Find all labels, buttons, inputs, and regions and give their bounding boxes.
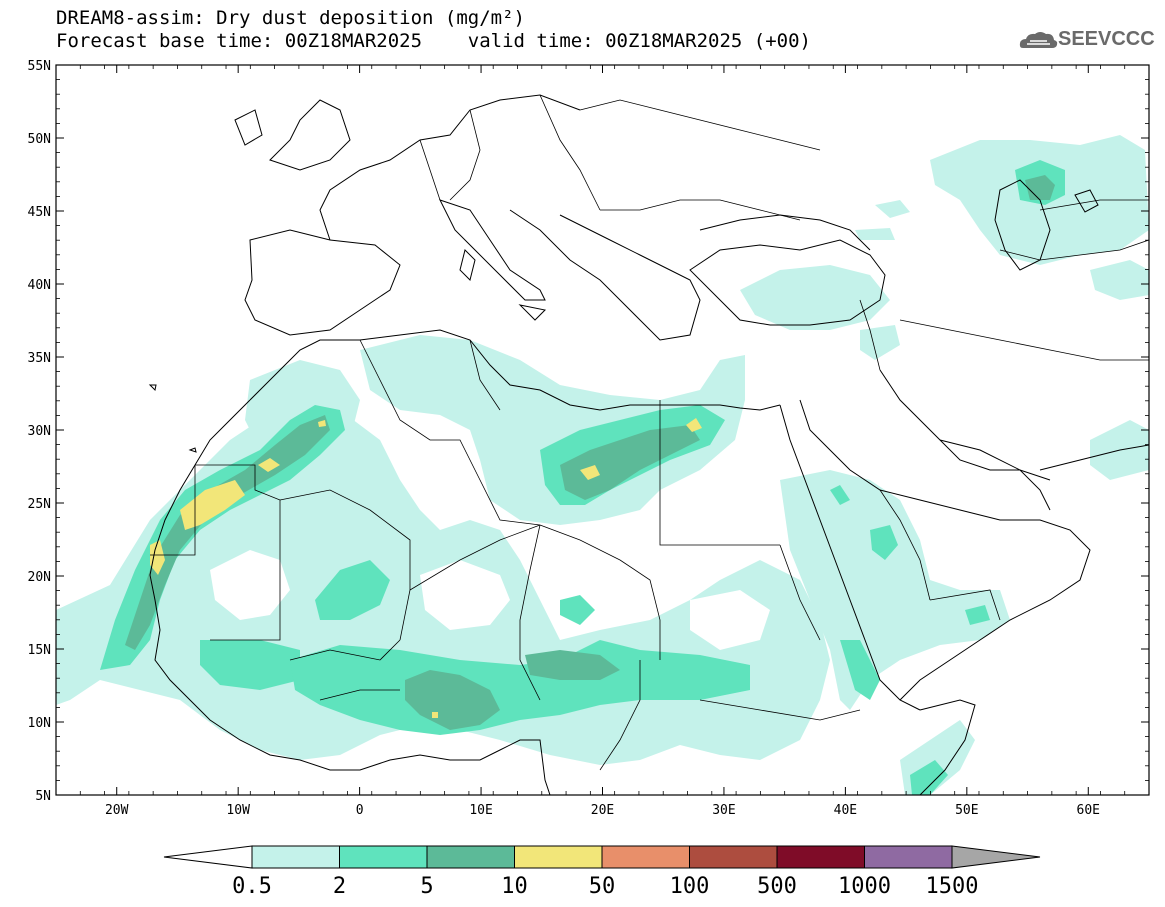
- coastlines: [148, 94, 1149, 795]
- legend-label: 5: [420, 874, 433, 899]
- country-borders: [150, 94, 1149, 771]
- dust-region-coast-dark: [125, 415, 330, 650]
- legend-label: 1500: [926, 874, 979, 899]
- lon-tick-label: 50E: [955, 803, 978, 818]
- legend-label: 50: [589, 874, 616, 899]
- lat-tick-label: 30N: [28, 424, 51, 439]
- legend-under-arrow: [163, 845, 253, 869]
- dust-region-sahara-north: [360, 335, 745, 525]
- legend-label: 500: [757, 874, 797, 899]
- legend-swatch: [251, 845, 340, 869]
- lat-tick-label: 5N: [35, 789, 51, 804]
- legend-swatch: [426, 845, 515, 869]
- legend-label: 10: [501, 874, 528, 899]
- forecast-time-line: Forecast base time: 00Z18MAR2025 valid t…: [56, 30, 811, 52]
- legend-swatch: [689, 845, 778, 869]
- lon-tick-label: 0: [356, 803, 364, 818]
- dust-region-turkey: [740, 265, 890, 330]
- dust-region-arabia: [780, 470, 1010, 710]
- lon-tick-label: 40E: [834, 803, 857, 818]
- lon-tick-label: 20W: [105, 803, 129, 818]
- colorbar-legend: 0.5 2 5 10 50 100 500 1000 1500: [163, 845, 1041, 899]
- cloud-icon: [1019, 32, 1058, 48]
- lat-tick-label: 40N: [28, 278, 51, 293]
- dust-region-peak: [180, 480, 245, 530]
- lat-tick-label: 25N: [28, 497, 51, 512]
- legend-over-arrow: [951, 845, 1041, 869]
- latitude-axis: 55N 50N 45N 40N 35N 30N 25N 20N 15N 10N 5N: [28, 59, 1149, 804]
- logo-text: SEEVCCC: [1058, 28, 1155, 50]
- chart-title: DREAM8-assim: Dry dust deposition (mg/m²…: [56, 7, 525, 29]
- longitude-axis: 20W 10W 0 10E 20E 30E 40E 50E 60E: [55, 65, 1150, 818]
- dust-region-coast-medium: [100, 405, 345, 670]
- lon-tick-label: 10E: [469, 803, 492, 818]
- legend-swatch: [601, 845, 690, 869]
- legend-swatch: [514, 845, 603, 869]
- dust-field: [56, 135, 1149, 795]
- lat-tick-label: 45N: [28, 205, 51, 220]
- legend-label: 1000: [838, 874, 891, 899]
- lon-tick-label: 60E: [1077, 803, 1100, 818]
- lat-tick-label: 20N: [28, 570, 51, 585]
- lat-tick-label: 35N: [28, 351, 51, 366]
- lat-tick-label: 15N: [28, 643, 51, 658]
- legend-label: 100: [670, 874, 710, 899]
- legend-swatch: [776, 845, 865, 869]
- legend-swatch: [864, 845, 953, 869]
- lat-tick-label: 50N: [28, 132, 51, 147]
- lat-tick-label: 10N: [28, 716, 51, 731]
- legend-label: 0.5: [232, 874, 272, 899]
- legend-label: 2: [333, 874, 346, 899]
- lon-tick-label: 10W: [226, 803, 250, 818]
- lon-tick-label: 20E: [591, 803, 614, 818]
- lat-tick-label: 55N: [28, 59, 51, 74]
- lon-tick-label: 30E: [712, 803, 735, 818]
- legend-swatch: [339, 845, 428, 869]
